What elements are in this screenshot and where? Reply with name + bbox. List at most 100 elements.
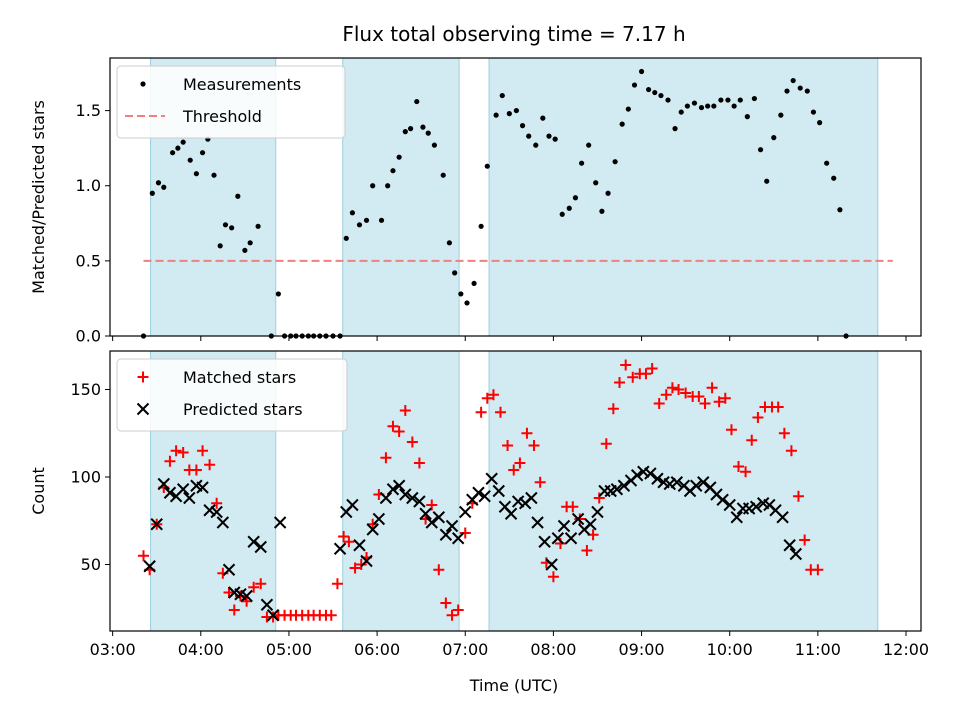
matched-star-point (792, 490, 804, 502)
matched-star-point (713, 396, 725, 408)
x-tick-label: 03:00 (90, 640, 136, 659)
predicted-star-point (346, 498, 359, 512)
measurement-point (235, 193, 241, 199)
predicted-star-point (644, 467, 657, 480)
measurement-point (452, 270, 458, 276)
measurement-point (638, 68, 645, 75)
matched-star-point (772, 401, 784, 413)
x-axis-label: Time (UTC) (469, 676, 558, 695)
predicted-star-point (222, 563, 236, 576)
matched-star-point (481, 392, 493, 404)
matched-star-point (137, 550, 149, 562)
matched-star-point (607, 403, 619, 415)
measurement-point (402, 129, 408, 135)
legend-label: Predicted stars (183, 400, 303, 419)
count-y-ticks: 50 100 150 (70, 380, 110, 574)
observing-window (488, 57, 879, 337)
measurement-point (513, 107, 519, 114)
ratio-x-ticks (112, 336, 907, 341)
predicted-star-point (439, 528, 453, 541)
measurement-point (593, 180, 599, 186)
observing-window (342, 57, 460, 337)
predicted-star-point (564, 532, 578, 545)
predicted-star-point (273, 516, 287, 529)
x-tick-label: 08:00 (530, 640, 576, 659)
matched-star-point (338, 531, 350, 542)
predicted-star-point (425, 516, 438, 529)
predicted-star-point (697, 476, 710, 489)
legend-label: Threshold (182, 107, 262, 126)
measurement-point (478, 223, 484, 229)
measurement-point (540, 115, 546, 121)
measurement-point (725, 97, 731, 103)
predicted-star-point (176, 483, 190, 496)
legend-box (116, 65, 346, 139)
y-tick-label: 100 (70, 468, 101, 487)
measurement-point (242, 247, 248, 253)
matched-star-point (255, 578, 267, 590)
predicted-star-point (485, 472, 498, 485)
legend-label: Matched stars (183, 368, 296, 387)
measurement-point (187, 157, 193, 163)
predicted-star-point (670, 476, 684, 489)
matched-star-point (693, 391, 705, 402)
predicted-star-point (472, 486, 485, 499)
matched-star-point (433, 564, 445, 576)
measurement-point (552, 136, 558, 142)
measurement-point (222, 222, 229, 228)
measurement-point (764, 178, 770, 184)
measurement-point (356, 222, 363, 228)
matched-star-point (593, 492, 605, 504)
measurement-point (493, 112, 499, 118)
predicted-star-point (366, 523, 379, 536)
measurement-point (612, 159, 618, 165)
matched-star-point (640, 368, 652, 380)
measurement-point (646, 86, 652, 93)
measurement-point (363, 217, 370, 223)
predicted-star-point (333, 542, 347, 555)
predicted-star-point (617, 479, 631, 492)
matched-star-point (343, 536, 355, 548)
measurement-point (533, 142, 539, 148)
matched-star-point (740, 466, 752, 478)
measurement-point (484, 163, 490, 169)
measurement-point (396, 154, 402, 160)
measurement-point (778, 112, 784, 118)
predicted-star-point (260, 598, 274, 611)
matched-star-point (355, 559, 367, 570)
matched-star-point (521, 427, 533, 439)
measurement-point (440, 172, 446, 178)
predicted-star-point (372, 512, 386, 526)
matched-star-point (325, 609, 337, 621)
legend-label: Measurements (183, 75, 301, 94)
y-tick-label: 150 (70, 380, 101, 399)
matched-star-point (387, 420, 399, 432)
measurement-point (519, 123, 526, 129)
measurement-point (599, 208, 605, 214)
predicted-star-point (789, 547, 803, 561)
measurement-point (199, 150, 206, 156)
matched-star-point (223, 587, 235, 598)
matched-star-point (204, 459, 216, 471)
matched-star-point (426, 499, 438, 511)
measurement-point (586, 142, 592, 148)
matched-star-point (164, 455, 176, 467)
predicted-star-point (254, 540, 267, 554)
matched-star-point (799, 534, 811, 546)
matched-star-point (514, 457, 526, 469)
ratio-legend: Measurements Threshold (116, 65, 346, 139)
predicted-star-point (690, 479, 703, 492)
measurement-point (155, 180, 162, 186)
predicted-star-point (353, 539, 366, 552)
measurement-point (744, 114, 750, 120)
matched-star-point (567, 501, 579, 513)
measurement-point (526, 133, 532, 139)
matched-star-point (620, 359, 632, 371)
measurement-point (349, 210, 356, 216)
predicted-star-point (360, 554, 373, 568)
measurement-point (275, 291, 281, 297)
matched-star-point (785, 445, 797, 457)
count-legend: Matched stars Predicted stars (116, 358, 348, 432)
